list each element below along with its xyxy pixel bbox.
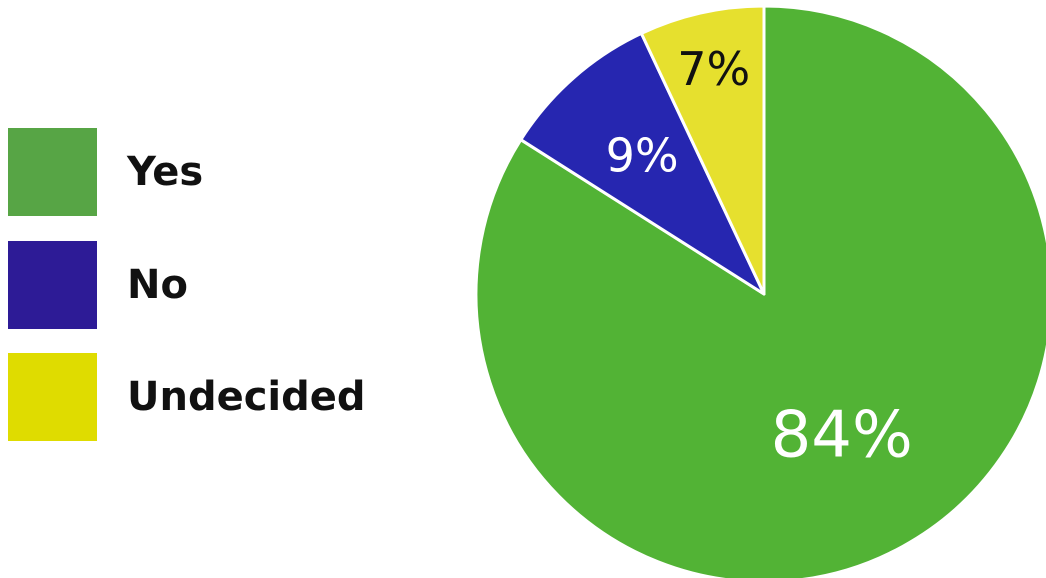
- legend-swatch-yes: [8, 128, 97, 216]
- legend-label-no: No: [127, 262, 188, 308]
- pie-slice-undecided: [639, 4, 766, 296]
- legend-label-yes: Yes: [127, 149, 204, 195]
- pie-slice-no: [519, 31, 766, 296]
- pie-labels: 84% 9% 7%: [606, 42, 913, 472]
- data-label-no: 9%: [606, 129, 679, 183]
- legend-label-undecided: Undecided: [127, 374, 366, 420]
- legend-item-yes: Yes: [8, 128, 448, 216]
- data-label-undecided: 7%: [677, 42, 750, 96]
- data-label-yes: 84%: [771, 398, 913, 472]
- legend-item-undecided: Undecided: [8, 353, 448, 441]
- pie-slices: [474, 4, 1046, 578]
- legend-swatch-undecided: [8, 353, 97, 441]
- pie-slice-yes: [474, 4, 1046, 578]
- legend: Yes No Undecided: [8, 0, 448, 578]
- legend-item-no: No: [8, 241, 448, 329]
- legend-swatch-no: [8, 241, 97, 329]
